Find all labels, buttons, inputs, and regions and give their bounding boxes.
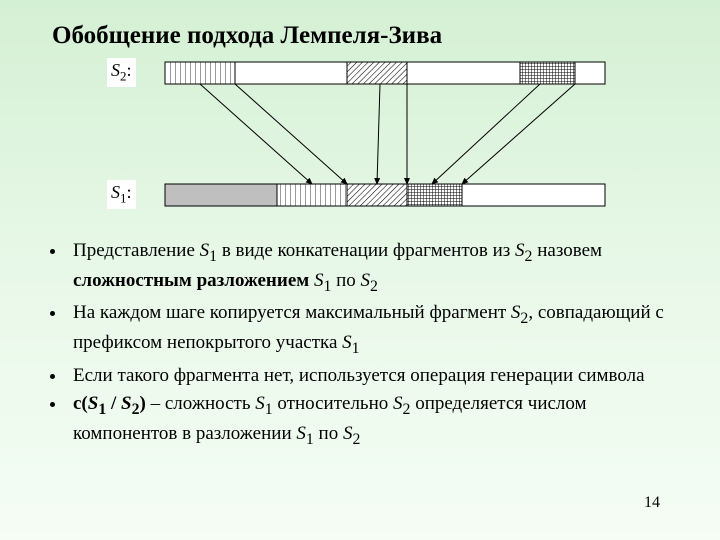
s1-bar	[165, 184, 605, 206]
bullet-1: Представление S1 в виде конкатенации фра…	[67, 238, 685, 297]
bullet-2: На каждом шаге копируется максимальный ф…	[67, 300, 685, 359]
bullet-4: c(S1 / S2) – сложность S1 относительно S…	[67, 391, 685, 450]
s2-label: S2:	[107, 58, 136, 87]
page-number: 14	[644, 494, 660, 512]
slide-title: Обобщение подхода Лемпеля-Зива	[52, 22, 442, 50]
s2-bar	[165, 62, 605, 84]
bullet-list: Представление S1 в виде конкатенации фра…	[45, 238, 685, 453]
s1-label: S1:	[107, 180, 136, 209]
bullet-3: Если такого фрагмента нет, используется …	[67, 363, 685, 388]
